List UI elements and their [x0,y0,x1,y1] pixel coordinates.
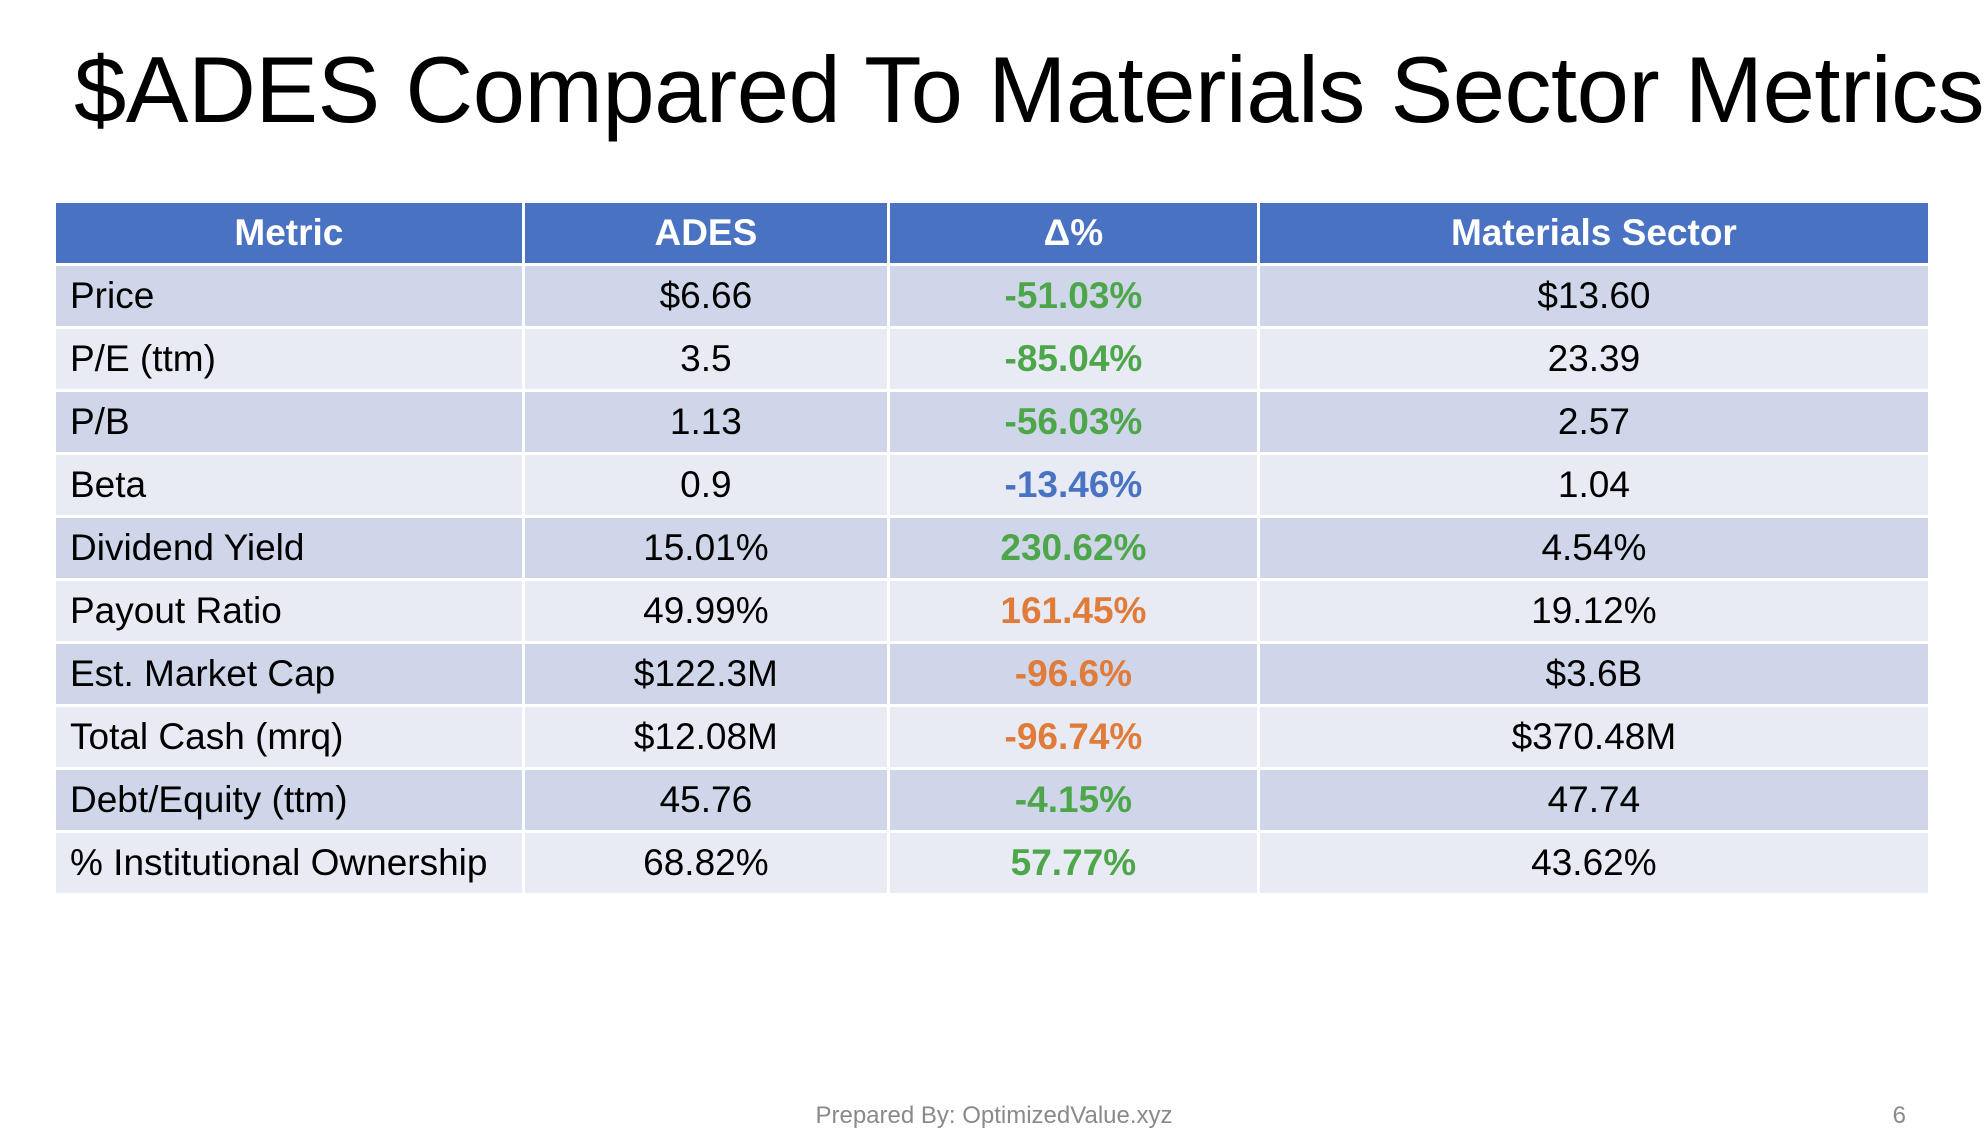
ades-cell: 1.13 [524,392,888,452]
metric-cell: Dividend Yield [56,518,522,578]
metric-cell: Debt/Equity (ttm) [56,770,522,830]
table-row: Payout Ratio 49.99% 161.45% 19.12% [56,581,1928,641]
table-row: Total Cash (mrq) $12.08M -96.74% $370.48… [56,707,1928,767]
delta-cell: -96.74% [890,707,1257,767]
page-number: 6 [1892,1102,1906,1129]
header-materials-sector: Materials Sector [1259,203,1928,263]
table-header-row: Metric ADES Δ% Materials Sector [56,203,1928,263]
metric-cell: P/B [56,392,522,452]
footer-prepared-by: Prepared By: OptimizedValue.xyz [815,1102,1173,1129]
table-row: Beta 0.9 -13.46% 1.04 [56,455,1928,515]
sector-cell: 23.39 [1259,329,1928,389]
delta-cell: 161.45% [890,581,1257,641]
ades-cell: $12.08M [524,707,888,767]
ades-cell: 49.99% [524,581,888,641]
ades-cell: 0.9 [524,455,888,515]
sector-cell: 47.74 [1259,770,1928,830]
table-row: Dividend Yield 15.01% 230.62% 4.54% [56,518,1928,578]
metric-cell: Price [56,266,522,326]
delta-cell: 57.77% [890,833,1257,893]
header-metric: Metric [56,203,522,263]
sector-cell: $3.6B [1259,644,1928,704]
table-row: Price $6.66 -51.03% $13.60 [56,266,1928,326]
metric-cell: Payout Ratio [56,581,522,641]
metric-cell: Beta [56,455,522,515]
ades-cell: 68.82% [524,833,888,893]
metrics-table: Metric ADES Δ% Materials Sector Price $6… [53,200,1931,896]
table-row: Debt/Equity (ttm) 45.76 -4.15% 47.74 [56,770,1928,830]
slide-title: $ADES Compared To Materials Sector Metri… [74,37,1985,142]
ades-cell: 3.5 [524,329,888,389]
sector-cell: 2.57 [1259,392,1928,452]
metric-cell: Total Cash (mrq) [56,707,522,767]
delta-cell: -13.46% [890,455,1257,515]
metric-cell: Est. Market Cap [56,644,522,704]
metric-cell: P/E (ttm) [56,329,522,389]
sector-cell: $370.48M [1259,707,1928,767]
delta-cell: -56.03% [890,392,1257,452]
header-ades: ADES [524,203,888,263]
sector-cell: 1.04 [1259,455,1928,515]
ades-cell: 15.01% [524,518,888,578]
header-delta: Δ% [890,203,1257,263]
ades-cell: $6.66 [524,266,888,326]
ades-cell: $122.3M [524,644,888,704]
sector-cell: 4.54% [1259,518,1928,578]
sector-cell: 19.12% [1259,581,1928,641]
ades-cell: 45.76 [524,770,888,830]
table-row: Est. Market Cap $122.3M -96.6% $3.6B [56,644,1928,704]
delta-cell: -4.15% [890,770,1257,830]
table-row: P/B 1.13 -56.03% 2.57 [56,392,1928,452]
sector-cell: 43.62% [1259,833,1928,893]
delta-cell: 230.62% [890,518,1257,578]
table-row: % Institutional Ownership 68.82% 57.77% … [56,833,1928,893]
sector-cell: $13.60 [1259,266,1928,326]
delta-cell: -96.6% [890,644,1257,704]
metric-cell: % Institutional Ownership [56,833,522,893]
delta-cell: -51.03% [890,266,1257,326]
delta-cell: -85.04% [890,329,1257,389]
table-row: P/E (ttm) 3.5 -85.04% 23.39 [56,329,1928,389]
